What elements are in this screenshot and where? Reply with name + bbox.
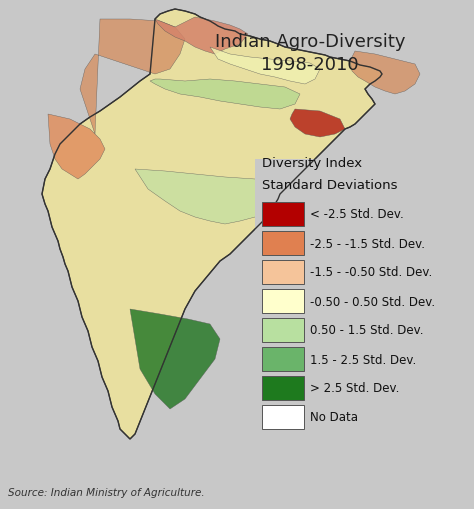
Polygon shape — [130, 309, 220, 409]
Text: 1998-2010: 1998-2010 — [261, 56, 359, 74]
Text: 1.5 - 2.5 Std. Dev.: 1.5 - 2.5 Std. Dev. — [310, 353, 416, 366]
Bar — [262, 203, 304, 227]
Bar — [255, 160, 470, 459]
Polygon shape — [80, 20, 185, 135]
Polygon shape — [210, 48, 320, 85]
Text: -2.5 - -1.5 Std. Dev.: -2.5 - -1.5 Std. Dev. — [310, 237, 425, 250]
Polygon shape — [350, 52, 420, 95]
Polygon shape — [155, 18, 248, 55]
Text: 0.50 - 1.5 Std. Dev.: 0.50 - 1.5 Std. Dev. — [310, 324, 423, 337]
Bar — [262, 261, 304, 285]
Bar — [262, 232, 304, 256]
Bar — [262, 376, 304, 400]
Polygon shape — [290, 110, 345, 138]
Polygon shape — [135, 169, 290, 224]
Text: -1.5 - -0.50 Std. Dev.: -1.5 - -0.50 Std. Dev. — [310, 266, 432, 279]
Text: -0.50 - 0.50 Std. Dev.: -0.50 - 0.50 Std. Dev. — [310, 295, 435, 308]
Polygon shape — [150, 80, 300, 110]
Text: Diversity Index: Diversity Index — [262, 157, 362, 169]
Text: > 2.5 Std. Dev.: > 2.5 Std. Dev. — [310, 382, 400, 394]
Bar — [262, 347, 304, 371]
Bar — [262, 318, 304, 343]
Bar — [262, 405, 304, 429]
Polygon shape — [42, 10, 382, 439]
Bar — [262, 290, 304, 314]
Text: Standard Deviations: Standard Deviations — [262, 179, 398, 191]
Text: Indian Agro-Diversity: Indian Agro-Diversity — [215, 33, 405, 51]
Text: No Data: No Data — [310, 411, 358, 423]
Text: < -2.5 Std. Dev.: < -2.5 Std. Dev. — [310, 208, 404, 221]
Polygon shape — [48, 115, 105, 180]
Text: Source: Indian Ministry of Agriculture.: Source: Indian Ministry of Agriculture. — [8, 487, 205, 497]
